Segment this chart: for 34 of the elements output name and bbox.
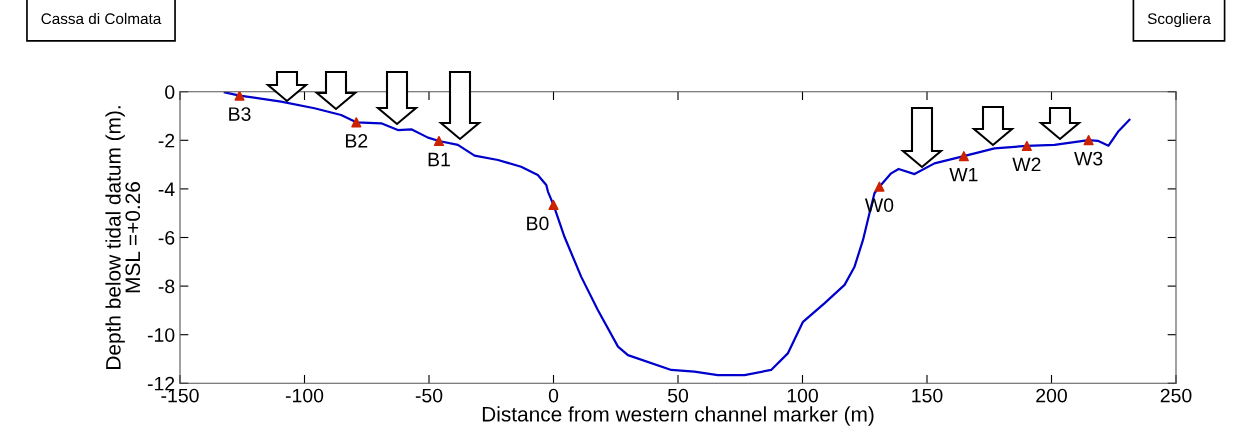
annotation: W1 bbox=[949, 167, 978, 182]
annotation: B3 bbox=[229, 107, 251, 121]
annotation: B1 bbox=[428, 152, 450, 167]
x-tick-label: 150 bbox=[912, 388, 943, 403]
y-tick-label: -4 bbox=[158, 182, 175, 196]
x-tick-label: 50 bbox=[667, 388, 689, 403]
text: Scogliera bbox=[1147, 12, 1211, 28]
point bbox=[433, 135, 445, 147]
point bbox=[958, 151, 969, 162]
annotation: B0 bbox=[527, 216, 549, 231]
text: Cassa di Colmata bbox=[41, 12, 162, 25]
x-tick-label: 100 bbox=[787, 388, 818, 403]
point bbox=[1083, 134, 1094, 146]
y-axis-title: Depth below tidal datum (m). MSL =+0.26 bbox=[105, 106, 141, 369]
line-series bbox=[223, 91, 1131, 377]
x-tick-label: -50 bbox=[415, 388, 443, 403]
y-tick-label: 0 bbox=[165, 85, 175, 99]
annotation: B2 bbox=[346, 133, 368, 148]
point bbox=[874, 181, 885, 192]
y-tick-label: -6 bbox=[158, 230, 175, 245]
x-tick-label: -100 bbox=[285, 388, 324, 403]
y-tick-label: -10 bbox=[147, 328, 175, 342]
annotation: W2 bbox=[1012, 157, 1041, 172]
x-tick-label: 250 bbox=[1160, 388, 1192, 403]
point bbox=[1021, 140, 1032, 151]
point bbox=[548, 199, 559, 211]
point bbox=[234, 91, 245, 101]
x-axis-title: Distance from western channel marker (m) bbox=[482, 406, 874, 426]
point bbox=[351, 117, 362, 128]
annotation: W3 bbox=[1074, 151, 1103, 166]
y-tick-label: -8 bbox=[158, 279, 175, 294]
x-tick-label: 200 bbox=[1036, 388, 1067, 403]
y-tick-label: -2 bbox=[158, 133, 175, 148]
x-tick-label: 0 bbox=[548, 388, 559, 403]
